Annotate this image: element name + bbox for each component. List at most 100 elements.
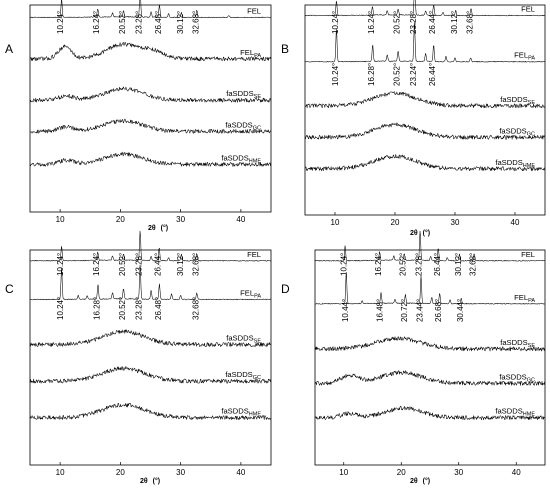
trace-label: faSDDSGC (225, 120, 261, 131)
x-tick-label: 20 (391, 218, 400, 227)
peak-label: 23.28° (135, 11, 144, 34)
trace-label-main: FEL (521, 250, 535, 259)
trace-label-main: FEL (514, 293, 528, 302)
trace-group (29, 0, 272, 167)
tick-group: 10 20 30 40 (56, 209, 246, 224)
trace-label-sub: PA (254, 53, 261, 59)
x-axis-title: 2θ (°) (140, 477, 160, 485)
trace-fasdds-gc (29, 366, 272, 384)
peak-label: 10.24° (56, 297, 65, 320)
trace-label-sub: SE (254, 94, 262, 100)
peak-label: 16.28° (367, 63, 376, 86)
trace-label: faSDDSHME (221, 153, 261, 164)
panel-letter: D (281, 282, 290, 296)
trace-label: faSDDSGC (499, 372, 535, 383)
peak-label: 26.48° (154, 297, 163, 320)
x-tick-label: 40 (236, 468, 245, 477)
trace-label-sub: SE (528, 100, 536, 106)
x-tick-label: 30 (176, 215, 185, 224)
peak-label-group: 10.24° 16.24° 20.52° 23.28° 26.44° 30.12° 32.6… (56, 253, 200, 320)
trace-label-main: faSDDS (499, 372, 526, 381)
trace-fasdds-se (29, 329, 272, 348)
trace-fasdds-gc (29, 118, 272, 134)
trace-fasdds-hme (314, 405, 546, 421)
trace-label-main: FEL (514, 51, 528, 60)
peak-label: 23.28° (415, 253, 424, 276)
peak-label: 16.24° (374, 253, 383, 276)
tick-group: 10 20 30 40 (331, 212, 520, 227)
peak-label: 10.24° (340, 253, 349, 276)
plot-frame (29, 4, 272, 213)
peak-label: 16.24° (92, 11, 101, 34)
trace-fel (314, 230, 546, 262)
peak-label: 16.28° (92, 297, 101, 320)
x-tick-label: 30 (454, 468, 463, 477)
trace-label: FELPA (240, 288, 261, 299)
peak-label: 26.44° (428, 11, 437, 34)
trace-fel-pa (29, 41, 272, 62)
trace-label: FEL (521, 5, 535, 14)
trace-label-main: faSDDS (495, 158, 522, 167)
trace-label-sub: GC (527, 131, 535, 137)
peak-label: 20.52° (393, 63, 402, 86)
trace-label: FEL (247, 6, 261, 15)
plot-frame (304, 4, 546, 216)
x-tick-label: 20 (116, 468, 125, 477)
trace-group (314, 230, 546, 421)
trace-label-sub: HME (249, 412, 262, 418)
tick-group: 10 20 30 40 (56, 462, 246, 477)
x-tick-label: 10 (331, 218, 340, 227)
peak-label: 23.44° (416, 299, 425, 322)
trace-label-sub: GC (253, 125, 261, 131)
trace-label-sub: PA (528, 298, 535, 304)
trace-label-main: FEL (240, 288, 254, 297)
trace-label: FEL (247, 250, 261, 259)
peak-label: 23.24° (409, 63, 418, 86)
trace-label: FELPA (240, 48, 261, 59)
trace-fasdds-se (29, 86, 272, 103)
peak-label: 32.68° (469, 253, 478, 276)
trace-fel (304, 0, 546, 17)
peak-label: 23.28° (135, 253, 144, 276)
peak-label: 20.52° (118, 253, 127, 276)
trace-fel (29, 230, 272, 262)
trace-label-sub: HME (523, 163, 536, 169)
trace-label: FELPA (514, 293, 535, 304)
peak-label: 30.12° (176, 11, 185, 34)
x-tick-label: 30 (176, 468, 185, 477)
trace-fasdds-hme (29, 402, 272, 421)
trace-group (29, 230, 272, 421)
peak-label: 10.24° (56, 253, 65, 276)
peak-label: 30.12° (450, 11, 459, 34)
x-axis-unit: (°) (161, 224, 168, 232)
peak-label: 26.48° (154, 11, 163, 34)
trace-label: FELPA (514, 51, 535, 62)
trace-label-main: faSDDS (226, 89, 253, 98)
panel-letter: C (5, 282, 14, 296)
trace-fel (29, 0, 272, 19)
peak-label: 30.44° (456, 299, 465, 322)
x-tick-label: 40 (236, 215, 245, 224)
peak-label: 20.52° (393, 11, 402, 34)
trace-fel-pa (304, 21, 546, 63)
trace-label-main: faSDDS (221, 153, 248, 162)
trace-label-main: FEL (521, 5, 535, 14)
x-tick-label: 20 (116, 215, 125, 224)
trace-label: faSDDSSE (226, 89, 261, 100)
peak-label: 20.52° (118, 11, 127, 34)
x-tick-label: 30 (451, 218, 460, 227)
trace-label-sub: HME (523, 412, 536, 418)
peak-label: 32.68° (191, 253, 200, 276)
x-axis-unit: (°) (423, 477, 430, 485)
trace-label: faSDDSHME (495, 158, 535, 169)
trace-label: faSDDSGC (225, 370, 261, 381)
peak-label: 32.68° (191, 297, 200, 320)
trace-label-sub: GC (253, 375, 261, 381)
